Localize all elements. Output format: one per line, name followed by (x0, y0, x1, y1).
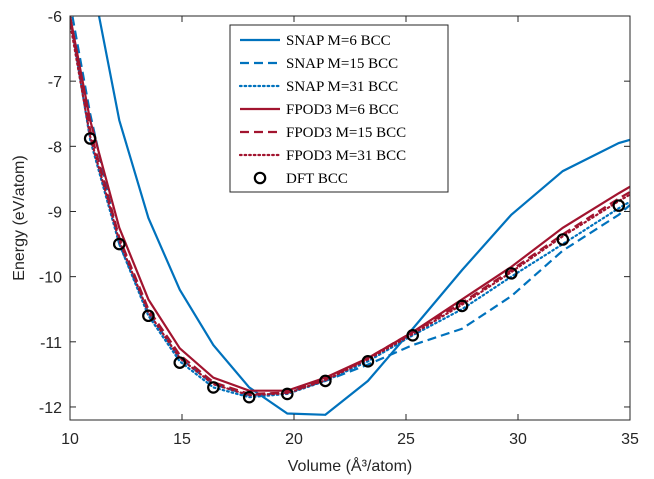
legend-entry: DFT BCC (286, 171, 348, 187)
dft-point (112, 237, 126, 251)
dft-point (556, 233, 570, 246)
y-tick-label: -8 (48, 139, 62, 156)
series-line-6 (70, 21, 630, 397)
points-layer (83, 132, 626, 404)
y-tick-label: -9 (48, 204, 62, 221)
plot-frame (69, 15, 631, 421)
dft-point (142, 309, 155, 323)
dft-point (612, 199, 626, 212)
dft-point (455, 299, 469, 313)
dft-point (83, 132, 97, 145)
y-tick-label: -6 (48, 9, 62, 26)
y-tick-label: -7 (48, 74, 62, 91)
dft-point (319, 374, 332, 388)
y-tick-label: -10 (39, 270, 62, 287)
legend-entry: FPOD3 M=6 BCC (286, 102, 399, 118)
dft-point (504, 267, 518, 280)
legend-entry: SNAP M=15 BCC (286, 56, 398, 72)
dft-point (280, 387, 294, 401)
y-tick-label: -11 (40, 335, 62, 352)
legend-swatch (253, 171, 267, 185)
series-layer (70, 16, 630, 416)
dft-point (173, 356, 187, 369)
legend-entry: FPOD3 M=15 BCC (286, 125, 406, 141)
dft-point (406, 328, 420, 342)
dft-point (207, 381, 220, 394)
ticks-layer: 10 15 20 25 30 35 -12 -11 -10 -9 -8 -7 -6 (39, 9, 639, 448)
x-tick-label: 35 (621, 431, 639, 448)
series-line-3 (70, 16, 630, 399)
series-line-1 (97, 16, 630, 416)
legend-entry: SNAP M=6 BCC (286, 33, 391, 49)
dft-point (242, 390, 256, 404)
legend: SNAP M=6 BCC SNAP M=15 BCC SNAP M=31 BCC FP… (229, 24, 449, 193)
x-tick-label: 30 (509, 431, 527, 448)
legend-entry: FPOD3 M=31 BCC (286, 148, 406, 164)
x-tick-label: 20 (285, 431, 303, 448)
series-line-4 (70, 16, 630, 392)
x-axis-label: Volume (Å³/atom) (288, 456, 412, 475)
x-tick-label: 15 (173, 431, 191, 448)
dft-point (361, 355, 375, 368)
x-tick-label: 10 (61, 431, 79, 448)
legend-entry: SNAP M=31 BCC (286, 79, 398, 95)
y-axis-label: Energy (eV/atom) (11, 155, 28, 280)
x-tick-label: 25 (397, 431, 415, 448)
y-tick-label: -12 (39, 400, 62, 417)
